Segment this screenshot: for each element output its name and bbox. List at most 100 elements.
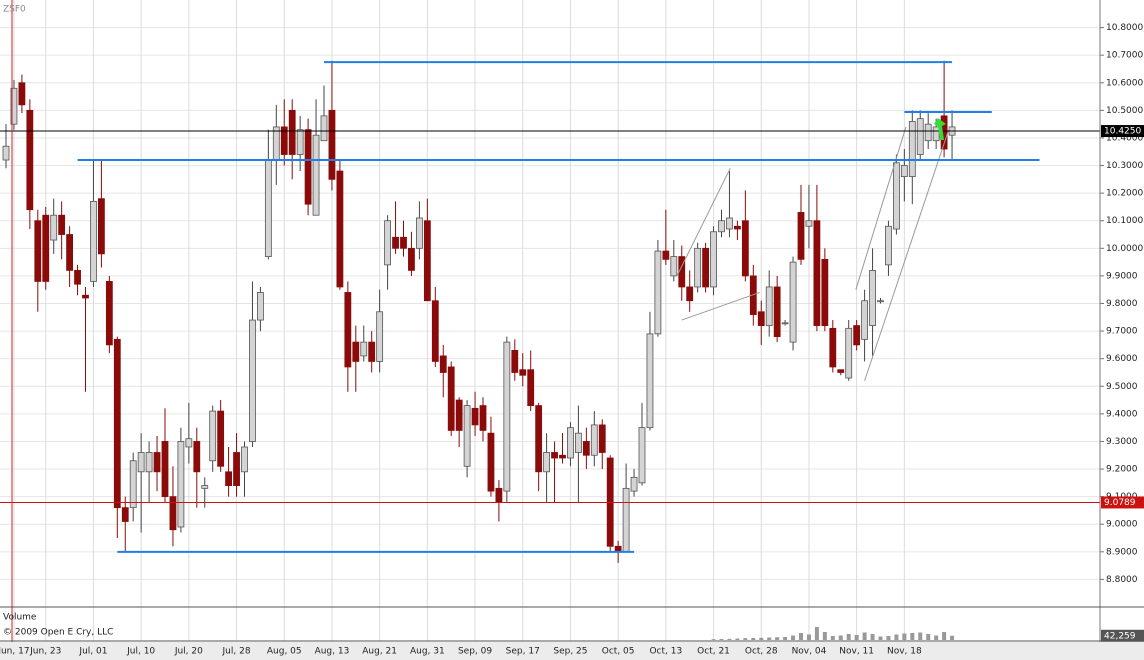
candle-body	[376, 311, 384, 362]
candle-body	[50, 214, 58, 241]
x-tick-label: Jun, 23	[29, 647, 61, 657]
candle-body	[10, 87, 18, 125]
candle-body	[280, 126, 288, 155]
candle-body	[66, 234, 73, 271]
volume-bar	[727, 638, 732, 640]
volume-bar	[806, 634, 811, 640]
candle-body	[789, 261, 797, 343]
candle-body	[877, 300, 884, 303]
marker-arrow	[934, 118, 946, 140]
y-tick-label: 9.0000	[1106, 520, 1138, 530]
candle-body	[225, 471, 233, 486]
candle-body	[217, 410, 225, 467]
candle-body	[177, 441, 185, 528]
candle-body	[869, 269, 876, 326]
trendline	[864, 126, 951, 381]
candle-body	[256, 292, 264, 321]
volume-bar	[791, 635, 796, 640]
volume-bar	[735, 638, 740, 640]
candle-body	[90, 201, 97, 282]
candle-body	[161, 441, 169, 498]
candle-body	[757, 311, 765, 326]
y-tick-label: 9.7000	[1106, 327, 1138, 337]
candle-body	[34, 220, 42, 282]
x-tick-label: Jul, 20	[174, 647, 203, 657]
candle-body	[718, 220, 725, 233]
candle-body	[932, 126, 940, 142]
candle-body	[272, 126, 280, 161]
candle-body	[646, 333, 654, 429]
x-tick-label: Jul, 10	[126, 647, 155, 657]
candle-body	[622, 487, 630, 553]
candle-body	[797, 212, 805, 260]
volume-bar	[783, 637, 788, 640]
candle-body	[686, 286, 694, 302]
volume-bar	[743, 638, 748, 640]
y-tick-label: 8.8000	[1106, 575, 1138, 585]
x-tick-label: Oct, 28	[745, 647, 778, 657]
volume-bar	[822, 632, 827, 640]
candle-body	[209, 410, 217, 462]
candle-body	[352, 341, 360, 362]
candle-body	[885, 225, 892, 266]
candle-body	[654, 250, 662, 335]
x-tick-label: Sep, 25	[553, 647, 587, 657]
candle-body	[765, 286, 773, 326]
candle-body	[821, 258, 829, 326]
y-tick-label: 10.3000	[1106, 161, 1143, 171]
candle-body	[264, 159, 272, 257]
candle-body	[471, 407, 479, 426]
candle-body	[551, 452, 558, 459]
y-tick-label: 10.7000	[1106, 51, 1143, 61]
price-tag-label: 10.4250	[1104, 127, 1141, 137]
candle-body	[304, 129, 312, 205]
candle-body	[249, 319, 256, 442]
candle-body	[296, 129, 304, 155]
candle-body	[726, 217, 733, 230]
volume-bar	[838, 635, 843, 640]
candle-body	[26, 109, 34, 211]
volume-bar	[775, 637, 780, 640]
copyright: © 2009 Open E Cry, LLC	[3, 628, 113, 638]
volume-bar	[870, 634, 875, 640]
candle-body	[312, 134, 320, 216]
candle-body	[900, 165, 908, 177]
candle-body	[543, 452, 550, 473]
candle-body	[535, 405, 543, 473]
candle-body	[813, 220, 821, 326]
candle-body	[105, 281, 113, 346]
volume-bar	[902, 633, 907, 640]
price-tag-label: 9.0789	[1104, 498, 1136, 508]
candle-body	[662, 250, 670, 260]
candle-body	[74, 269, 81, 285]
volume-bar	[878, 636, 883, 640]
x-tick-label: Nov, 04	[792, 647, 827, 657]
candle-body	[567, 427, 574, 459]
candle-body	[463, 405, 471, 467]
candle-body	[344, 292, 352, 368]
candle-body	[336, 170, 344, 288]
candle-body	[415, 217, 423, 249]
price-tag	[1101, 496, 1144, 509]
volume-bar	[950, 635, 955, 640]
volume-bar	[767, 637, 772, 640]
x-tick-label: Aug, 05	[267, 647, 302, 657]
x-tick-label: Nov, 11	[839, 647, 874, 657]
candle-body	[829, 327, 837, 368]
x-tick-label: Nov, 18	[887, 647, 922, 657]
candle-body	[630, 476, 638, 492]
candle-body	[320, 115, 328, 142]
overlay: 8.80008.90009.00009.10009.20009.30009.40…	[0, 23, 1144, 657]
candle-body	[58, 214, 66, 235]
y-tick-label: 10.0000	[1106, 244, 1143, 254]
y-tick-label: 9.6000	[1106, 354, 1138, 364]
candle-body	[741, 220, 749, 277]
candle-body	[908, 121, 916, 177]
candle-body	[431, 300, 439, 362]
x-tick-label: Aug, 21	[362, 647, 397, 657]
candle-body	[408, 247, 415, 271]
volume-tag	[1101, 629, 1144, 642]
candle-body	[575, 432, 582, 453]
